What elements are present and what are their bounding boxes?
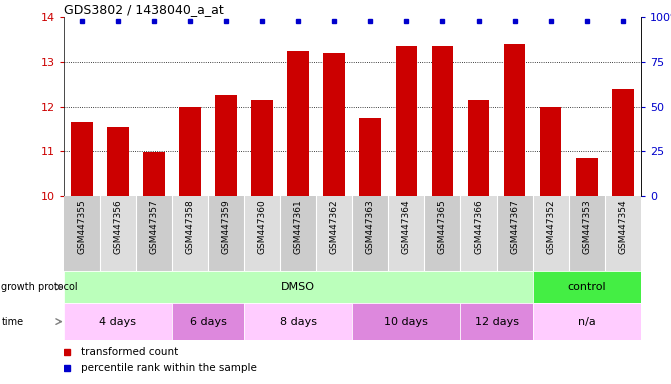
- Text: GSM447358: GSM447358: [185, 200, 195, 254]
- Bar: [215, 95, 237, 196]
- Bar: [107, 127, 129, 196]
- Text: GSM447354: GSM447354: [618, 200, 627, 254]
- Bar: [568, 196, 605, 271]
- Bar: [533, 196, 568, 271]
- Bar: [244, 196, 280, 271]
- Text: growth protocol: growth protocol: [1, 282, 78, 292]
- Text: GSM447365: GSM447365: [438, 200, 447, 254]
- Bar: [431, 46, 453, 196]
- Bar: [460, 303, 533, 340]
- Bar: [280, 196, 316, 271]
- Text: 8 days: 8 days: [280, 316, 317, 327]
- Bar: [100, 196, 136, 271]
- Text: percentile rank within the sample: percentile rank within the sample: [81, 363, 257, 373]
- Bar: [460, 196, 497, 271]
- Text: GSM447360: GSM447360: [258, 200, 266, 254]
- Bar: [576, 158, 597, 196]
- Bar: [287, 51, 309, 196]
- Text: GSM447362: GSM447362: [329, 200, 339, 254]
- Bar: [143, 152, 164, 196]
- Text: 6 days: 6 days: [190, 316, 226, 327]
- Text: GSM447355: GSM447355: [77, 200, 87, 254]
- Text: 4 days: 4 days: [99, 316, 136, 327]
- Text: GSM447353: GSM447353: [582, 200, 591, 254]
- Bar: [497, 196, 533, 271]
- Text: 10 days: 10 days: [384, 316, 428, 327]
- Bar: [316, 196, 352, 271]
- Bar: [389, 196, 424, 271]
- Bar: [533, 303, 641, 340]
- Text: GSM447367: GSM447367: [510, 200, 519, 254]
- Bar: [468, 100, 489, 196]
- Bar: [179, 107, 201, 196]
- Bar: [424, 196, 460, 271]
- Bar: [244, 303, 352, 340]
- Bar: [172, 303, 244, 340]
- Bar: [71, 122, 93, 196]
- Bar: [251, 100, 273, 196]
- Bar: [352, 303, 460, 340]
- Text: GSM447361: GSM447361: [294, 200, 303, 254]
- Bar: [504, 44, 525, 196]
- Text: GSM447364: GSM447364: [402, 200, 411, 254]
- Bar: [533, 271, 641, 303]
- Text: GDS3802 / 1438040_a_at: GDS3802 / 1438040_a_at: [64, 3, 223, 16]
- Text: n/a: n/a: [578, 316, 596, 327]
- Text: GSM447357: GSM447357: [150, 200, 158, 254]
- Text: GSM447352: GSM447352: [546, 200, 555, 254]
- Text: GSM447366: GSM447366: [474, 200, 483, 254]
- Bar: [64, 196, 100, 271]
- Bar: [612, 89, 633, 196]
- Text: transformed count: transformed count: [81, 347, 178, 357]
- Bar: [605, 196, 641, 271]
- Bar: [208, 196, 244, 271]
- Text: GSM447363: GSM447363: [366, 200, 375, 254]
- Bar: [172, 196, 208, 271]
- Text: 12 days: 12 days: [474, 316, 519, 327]
- Bar: [136, 196, 172, 271]
- Bar: [360, 118, 381, 196]
- Text: control: control: [568, 282, 606, 292]
- Text: DMSO: DMSO: [281, 282, 315, 292]
- Bar: [64, 271, 533, 303]
- Bar: [352, 196, 389, 271]
- Bar: [395, 46, 417, 196]
- Text: GSM447359: GSM447359: [221, 200, 231, 254]
- Text: GSM447356: GSM447356: [113, 200, 122, 254]
- Text: time: time: [1, 316, 23, 327]
- Bar: [323, 53, 345, 196]
- Bar: [64, 303, 172, 340]
- Bar: [539, 107, 562, 196]
